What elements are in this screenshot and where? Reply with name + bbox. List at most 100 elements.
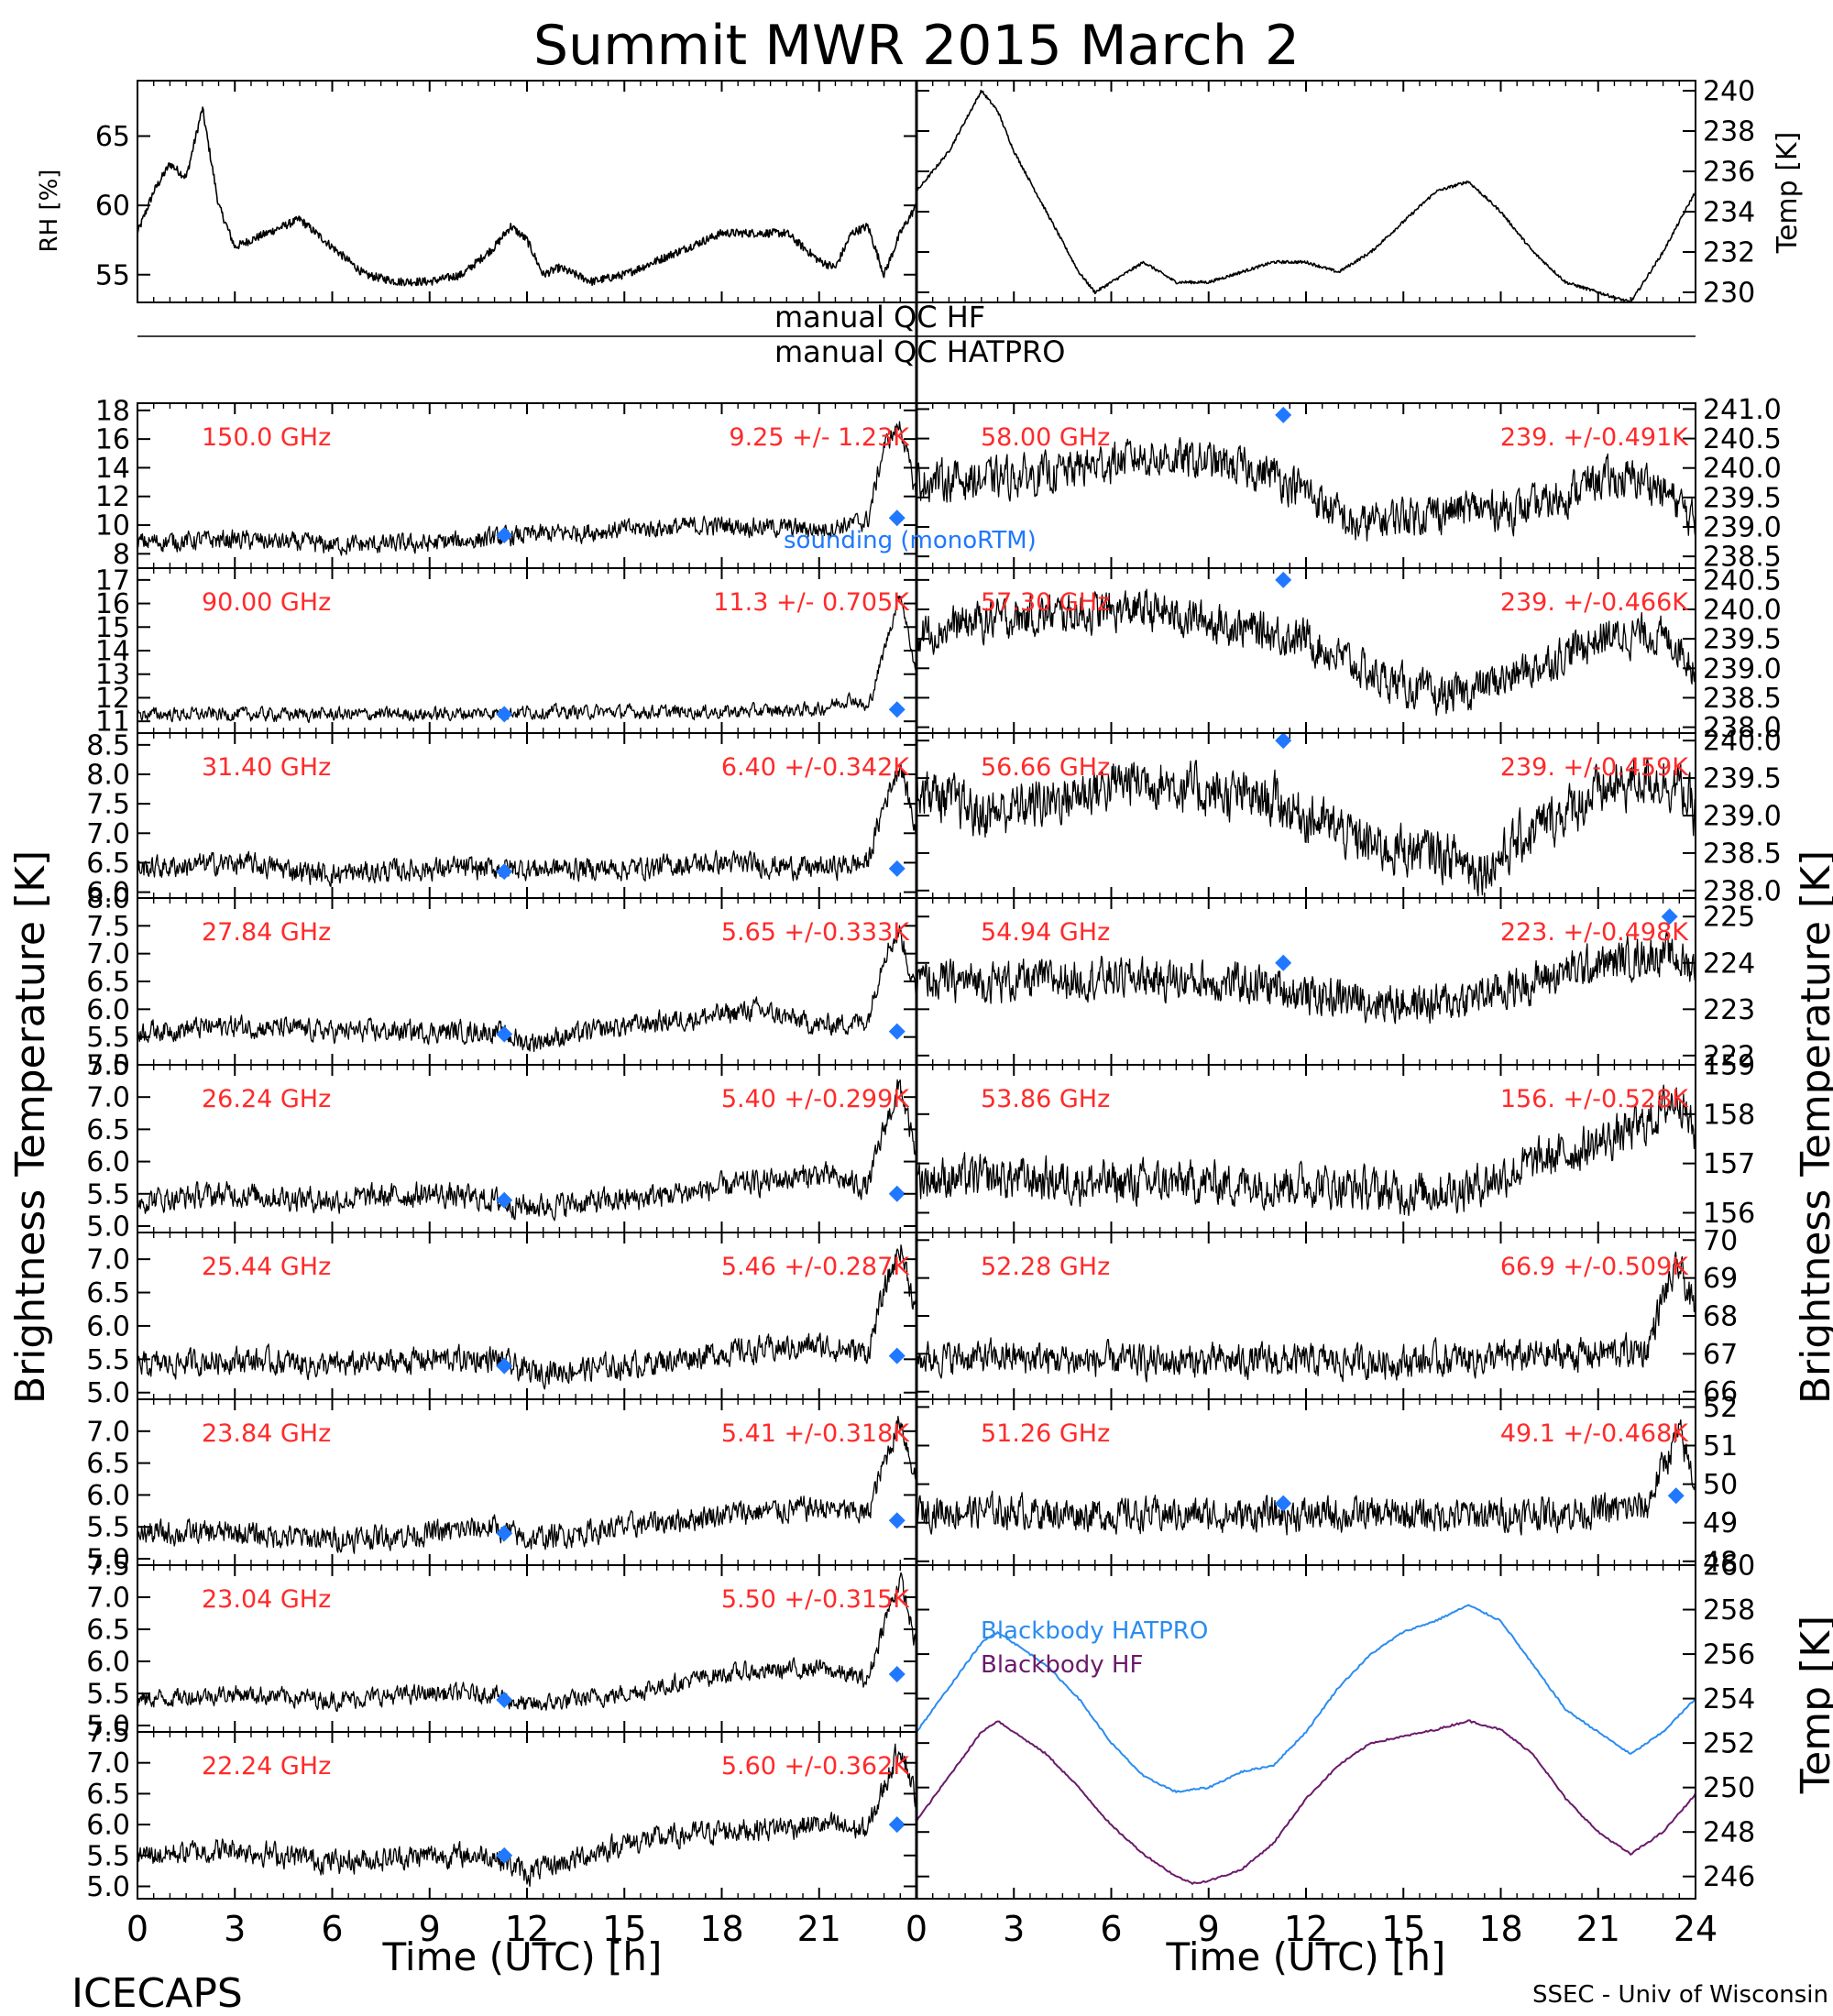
x-tick-label: 18 — [1478, 1909, 1522, 1949]
y-tick-label: 14 — [95, 453, 130, 485]
y-tick-label: 239.0 — [1703, 801, 1782, 833]
blackbody-hf-legend: Blackbody HF — [981, 1651, 1143, 1679]
y-tick-label: 157 — [1703, 1148, 1755, 1180]
channel-label: 54.94 GHz — [981, 918, 1110, 947]
plot-traces — [916, 1604, 1696, 1886]
channel-stats: 6.40 +/-0.342K — [721, 753, 910, 782]
channel-stats: 5.40 +/-0.299K — [721, 1085, 910, 1113]
channel-stats: 49.1 +/-0.468K — [1500, 1419, 1689, 1448]
data-trace — [137, 106, 916, 287]
y-tick-label: 10 — [95, 510, 130, 542]
panel-56-66-ghz: 238.0 238.5 239.0 239.5 240.0 56.66 GHz 239. +… — [916, 726, 1782, 907]
y-tick-label: 7.5 — [86, 1050, 130, 1082]
plot-traces — [137, 1416, 916, 1554]
sounding-point — [1275, 571, 1292, 588]
y-tick-label: 6.0 — [86, 1310, 130, 1342]
panel-22-24-ghz: 5.05.56.06.57.07.5 22.24 GHz 5.60 +/-0.362… — [86, 1717, 917, 1903]
channel-stats: 239. +/-0.459K — [1500, 753, 1689, 782]
channel-stats: 66.9 +/-0.509K — [1500, 1253, 1689, 1281]
sounding-point — [496, 706, 513, 723]
y-tick-label: 223 — [1703, 994, 1755, 1026]
y-tick-label: 7.5 — [86, 1717, 130, 1749]
sounding-point — [496, 1846, 513, 1864]
y-tick-label: 224 — [1703, 948, 1755, 980]
series-line — [916, 1719, 1696, 1886]
y-tick-label: 6.5 — [86, 1114, 130, 1146]
data-trace — [916, 1084, 1696, 1217]
plot-area: 55606523023223423623824081012141618150.0… — [86, 76, 1782, 1950]
y-tick-label: 260 — [1703, 1550, 1755, 1583]
y-tick-label: 239.5 — [1703, 763, 1782, 795]
blackbody-temp-axis-label: Temp [K] — [1793, 1616, 1833, 1794]
plot-traces — [137, 1743, 916, 1888]
channel-stats: 5.41 +/-0.318K — [721, 1419, 910, 1448]
channel-label: 51.26 GHz — [981, 1419, 1110, 1448]
y-tick-label: 254 — [1703, 1683, 1755, 1715]
y-tick-label: 6.5 — [86, 1615, 130, 1647]
y-tick-label: 7.0 — [86, 818, 130, 850]
x-tick-label: 12 — [1284, 1909, 1328, 1949]
y-tick-label: 49 — [1703, 1507, 1738, 1539]
series-line — [916, 1604, 1696, 1794]
sounding-point — [496, 527, 513, 543]
sounding-point — [888, 1185, 906, 1202]
x-tick-label: 6 — [321, 1909, 343, 1949]
y-tick-label: 240.5 — [1703, 564, 1782, 597]
sounding-point — [1275, 954, 1292, 971]
y-tick-label: 67 — [1703, 1339, 1738, 1371]
x-axis-label-right: Time (UTC) [h] — [1166, 1934, 1446, 1979]
channel-stats: 156. +/-0.528K — [1500, 1085, 1689, 1113]
y-tick-label: 6.0 — [86, 994, 130, 1026]
y-tick-label: 6.0 — [86, 1480, 130, 1512]
y-tick-label: 6.5 — [86, 1448, 130, 1480]
y-tick-label: 238.0 — [1703, 712, 1782, 744]
x-tick-label: 21 — [1576, 1909, 1620, 1949]
y-tick-label: 248 — [1703, 1817, 1755, 1849]
panel-26-24-ghz: 5.05.56.06.57.07.526.24 GHz 5.40 +/-0.299… — [86, 1050, 917, 1243]
y-tick-label: 7.5 — [86, 789, 130, 821]
y-tick-label: 256 — [1703, 1639, 1755, 1671]
sounding-point — [888, 1512, 906, 1529]
channel-label: 25.44 GHz — [202, 1253, 331, 1281]
sounding-point — [496, 1025, 513, 1043]
sounding-point — [1667, 1487, 1685, 1505]
channel-label: 56.66 GHz — [981, 753, 1110, 782]
y-tick-label: 241.0 — [1703, 394, 1782, 426]
y-tick-label: 5.5 — [86, 1512, 130, 1544]
panel-frame — [137, 80, 917, 303]
y-tick-label: 15 — [95, 612, 130, 644]
y-tick-label: 13 — [95, 659, 130, 691]
channel-label: 150.0 GHz — [202, 423, 331, 452]
y-tick-label: 240.5 — [1703, 423, 1782, 455]
y-tick-label: 5.5 — [86, 1679, 130, 1711]
footer-left: ICECAPS — [71, 1970, 243, 2016]
right-y-axis-label: Brightness Temperature [K] — [1793, 850, 1833, 1404]
channel-label: 26.24 GHz — [202, 1085, 331, 1113]
data-trace — [916, 757, 1696, 897]
y-tick-label: 240.0 — [1703, 595, 1782, 627]
y-tick-label: 52 — [1703, 1392, 1738, 1424]
y-tick-label: 7.0 — [86, 1244, 130, 1276]
plot-traces — [916, 1419, 1696, 1536]
sounding-point — [888, 1666, 906, 1682]
y-tick-label: 7.5 — [86, 1550, 130, 1583]
sounding-point — [496, 1525, 513, 1542]
plot-traces — [137, 106, 916, 287]
panel-23-84-ghz: 5.05.56.06.57.0 23.84 GHz 5.41 +/-0.318K — [86, 1398, 917, 1576]
y-tick-label: 159 — [1703, 1050, 1755, 1082]
footer-right: SSEC - Univ of Wisconsin — [1532, 1981, 1828, 2009]
plot-traces — [137, 1572, 916, 1713]
y-tick-label: 8.5 — [86, 729, 130, 761]
qc-hf-label: manual QC HF — [774, 300, 985, 334]
channel-label: 23.84 GHz — [202, 1419, 331, 1448]
left-y-axis-label: Brightness Temperature [K] — [7, 850, 54, 1404]
data-trace — [137, 595, 916, 724]
x-tick-label: 12 — [505, 1909, 549, 1949]
y-tick-label: 6.0 — [86, 1810, 130, 1842]
y-tick-label: 239.0 — [1703, 512, 1782, 544]
x-tick-label: 3 — [1003, 1909, 1025, 1949]
y-tick-label: 55 — [95, 259, 130, 291]
data-trace — [137, 925, 916, 1053]
